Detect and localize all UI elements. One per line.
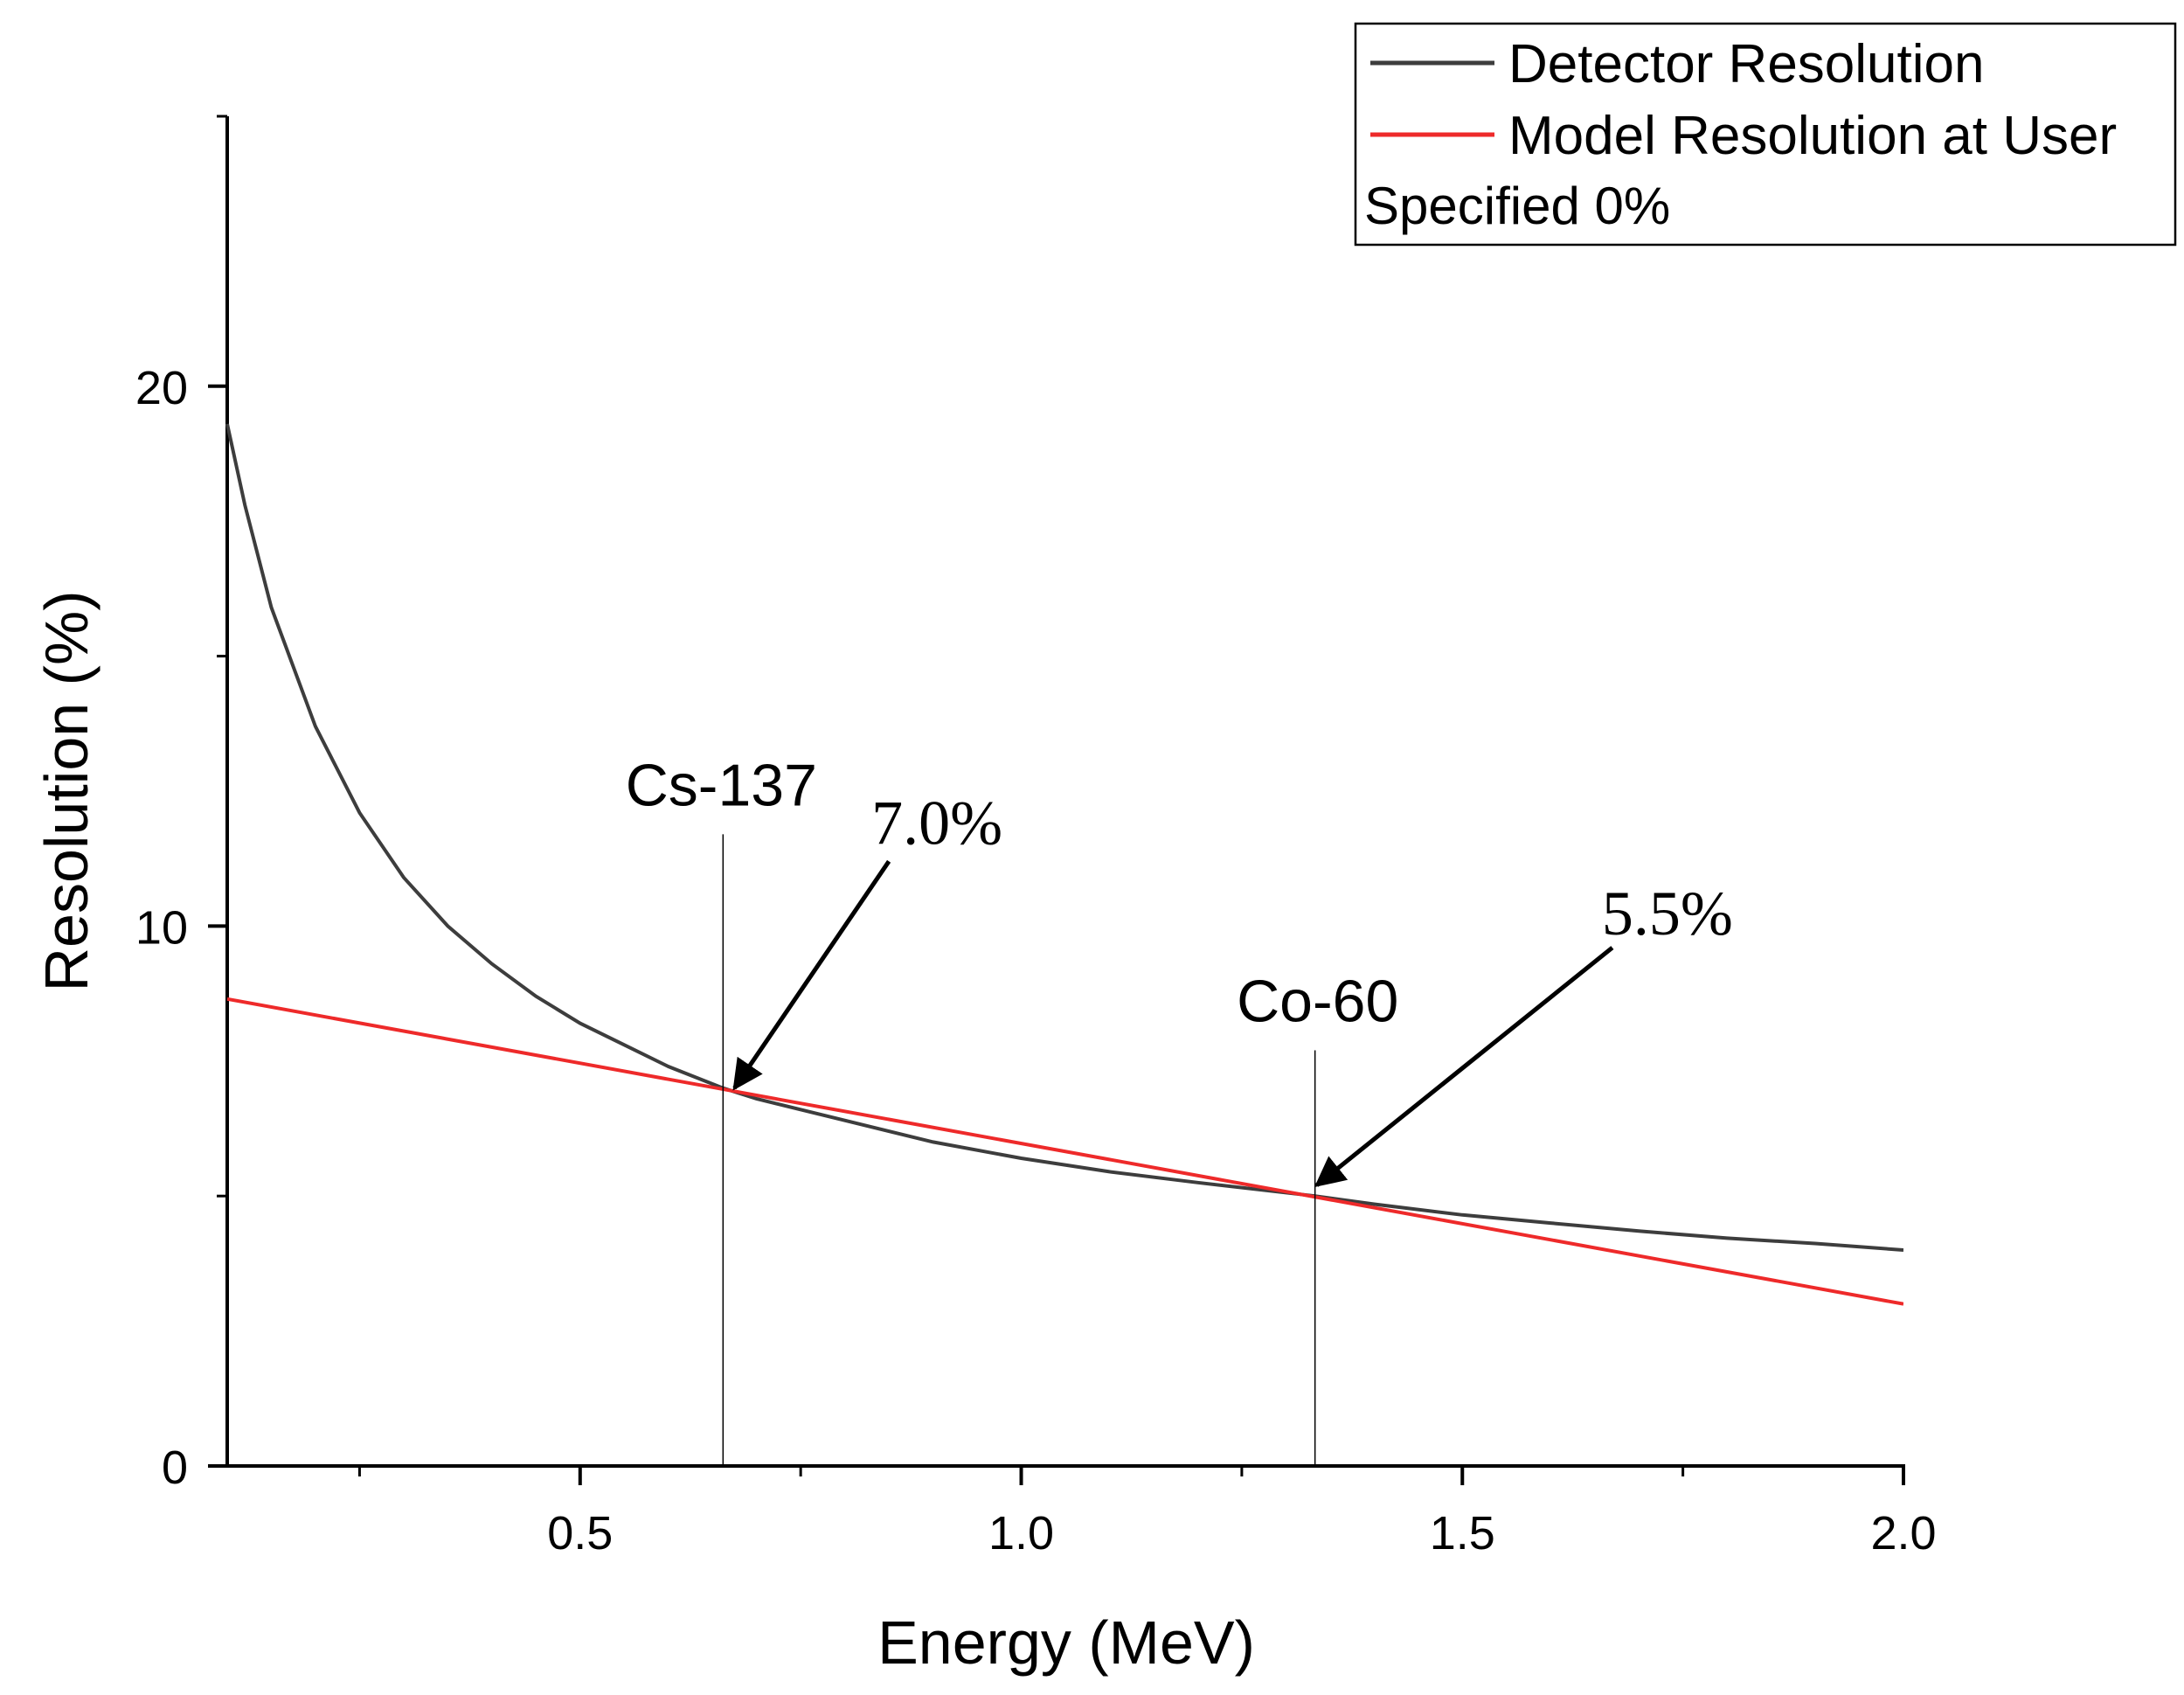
legend-label-detector: Detector Resolution xyxy=(1508,34,1985,94)
y-axis-title: Resolution (%) xyxy=(32,590,101,991)
y-tick-label: 10 xyxy=(135,901,188,954)
series-line-detector-resolution xyxy=(225,423,1903,1252)
co60-label: Co-60 xyxy=(1237,968,1398,1034)
tick-labels: 0.5 1.0 1.5 2.0 0 10 20 xyxy=(135,362,1937,1560)
cs137-resolution-value: 7.0% xyxy=(871,788,1002,858)
x-tick-label: 1.5 xyxy=(1430,1507,1495,1560)
series-line-model-resolution xyxy=(226,997,1903,1306)
axis-ticks xyxy=(208,115,1905,1485)
x-tick-label: 1.0 xyxy=(988,1507,1054,1560)
legend: Detector Resolution Model Resolution at … xyxy=(1354,22,2177,247)
arrow-co60-resolution xyxy=(1314,946,1614,1188)
legend-label-model: Model Resolution at User xyxy=(1508,106,2117,166)
y-tick-label: 0 xyxy=(162,1441,188,1494)
y-tick-label: 20 xyxy=(135,362,188,414)
arrow-cs137-resolution xyxy=(732,859,891,1091)
x-tick-label: 0.5 xyxy=(547,1507,613,1560)
x-axis-title: Energy (MeV) xyxy=(877,1608,1255,1677)
legend-extra-text: Specified 0% xyxy=(1364,177,1670,235)
co60-resolution-value: 5.5% xyxy=(1602,879,1733,948)
x-tick-label: 2.0 xyxy=(1870,1507,1936,1560)
cs137-label: Cs-137 xyxy=(626,752,817,818)
